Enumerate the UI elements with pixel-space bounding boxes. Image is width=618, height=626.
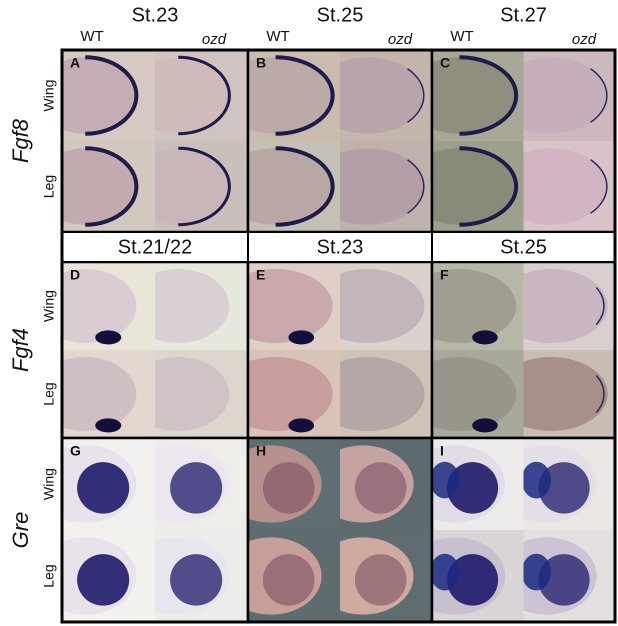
tissue-label: Leg bbox=[41, 175, 57, 198]
genotype-label: WT bbox=[266, 28, 289, 45]
expression-domain bbox=[77, 554, 129, 606]
expression-domain bbox=[170, 554, 222, 606]
genotype-label: ozd bbox=[388, 31, 413, 48]
panel-letter: C bbox=[440, 55, 450, 71]
expression-domain bbox=[170, 462, 222, 514]
expression-spot bbox=[95, 418, 121, 432]
expression-spot bbox=[288, 418, 314, 432]
tissue-label: Leg bbox=[41, 564, 57, 587]
expression-domain bbox=[430, 462, 459, 499]
panel-letter: F bbox=[440, 267, 449, 283]
expression-spot bbox=[472, 330, 498, 344]
gene-label: Fgf8 bbox=[8, 118, 33, 163]
panel-letter: H bbox=[256, 443, 266, 459]
expression-domain bbox=[77, 462, 129, 514]
genotype-label: ozd bbox=[202, 31, 227, 48]
figure: St.23 WT ozd St.25 WT ozd St.27 WT ozd A B C Fgf8 Win… bbox=[0, 0, 618, 626]
expression-domain bbox=[263, 462, 315, 514]
tissue-label: Wing bbox=[41, 80, 57, 112]
panel-letter: A bbox=[70, 55, 80, 71]
stage-label: St.25 bbox=[500, 236, 547, 258]
gene-label: Gre bbox=[8, 512, 33, 549]
expression-spot bbox=[288, 330, 314, 344]
expression-spot bbox=[472, 418, 498, 432]
stage-label: St.23 bbox=[132, 4, 179, 26]
gene-label: Fgf4 bbox=[8, 328, 33, 372]
stage-label: St.27 bbox=[500, 4, 547, 26]
panel-letter: G bbox=[70, 443, 81, 459]
panel-letter: D bbox=[70, 267, 80, 283]
tissue-label: Leg bbox=[41, 382, 57, 405]
panel-letter: I bbox=[440, 443, 444, 459]
expression-domain bbox=[522, 462, 551, 499]
tissue-label: Wing bbox=[41, 468, 57, 500]
genotype-label: ozd bbox=[572, 31, 597, 48]
tissue-label: Wing bbox=[41, 290, 57, 322]
expression-domain bbox=[522, 554, 551, 591]
panel-letter: E bbox=[256, 267, 265, 283]
expression-domain bbox=[355, 462, 407, 514]
expression-domain bbox=[430, 554, 459, 591]
genotype-label: WT bbox=[450, 28, 473, 45]
expression-domain bbox=[355, 554, 407, 606]
stage-label: St.25 bbox=[317, 4, 364, 26]
genotype-label: WT bbox=[80, 28, 103, 45]
expression-spot bbox=[95, 330, 121, 344]
expression-domain bbox=[263, 554, 315, 606]
stage-label: St.23 bbox=[317, 236, 364, 258]
panel-letter: B bbox=[256, 55, 266, 71]
stage-label: St.21/22 bbox=[118, 236, 193, 258]
